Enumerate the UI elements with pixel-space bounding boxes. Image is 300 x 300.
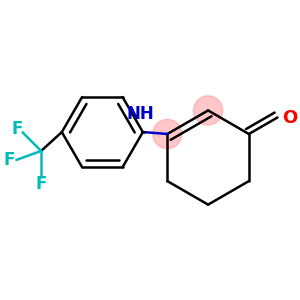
Circle shape — [153, 119, 182, 148]
Text: O: O — [282, 109, 297, 127]
Text: F: F — [11, 119, 22, 137]
Text: F: F — [35, 175, 47, 193]
Text: NH: NH — [126, 105, 154, 123]
Text: F: F — [3, 151, 14, 169]
Circle shape — [194, 96, 223, 125]
